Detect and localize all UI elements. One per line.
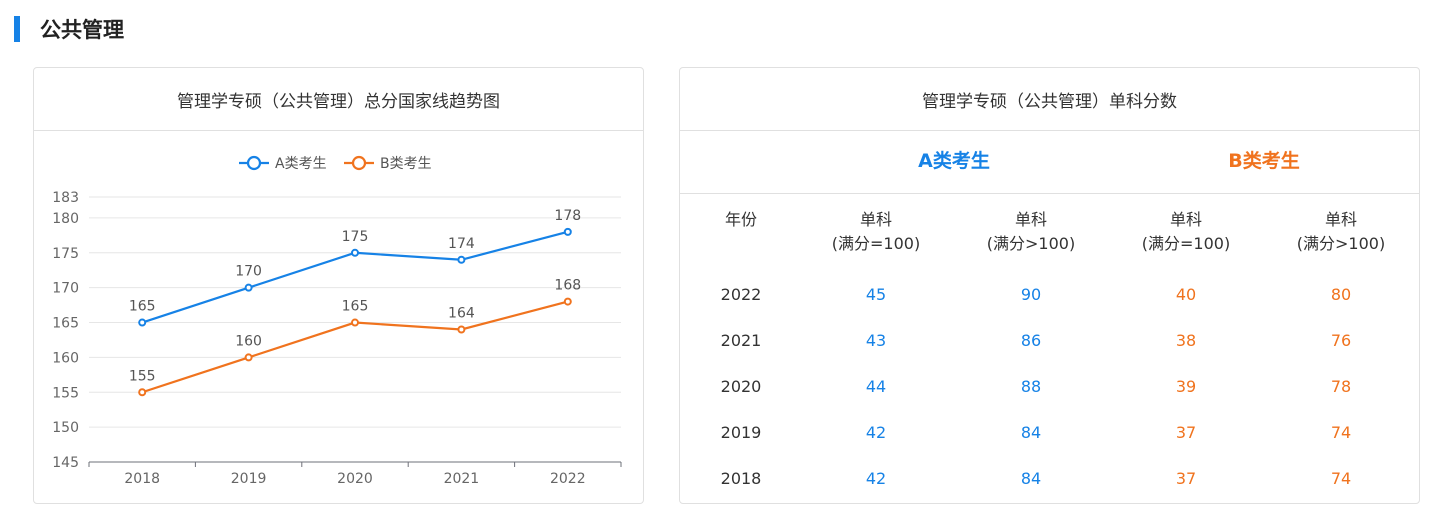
row-year: 2022 — [720, 285, 762, 304]
data-label: 165 — [342, 299, 369, 315]
cell-b-over100: 74 — [1330, 469, 1352, 488]
y-tick-label: 155 — [52, 385, 79, 401]
cell-a-over100: 88 — [1020, 377, 1042, 396]
cell-a-full100: 42 — [865, 423, 887, 442]
year-column-header: 年份 — [724, 210, 757, 229]
y-tick-label: 180 — [52, 211, 79, 227]
cell-a-full100: 43 — [865, 331, 887, 350]
section-accent-bar — [14, 16, 20, 42]
cell-a-over100: 84 — [1020, 469, 1042, 488]
cell-a-over100: 86 — [1020, 331, 1042, 350]
legend-label: A类考生 — [275, 156, 327, 172]
data-point — [351, 318, 359, 327]
y-tick-label: 150 — [52, 420, 79, 436]
y-tick-label: 175 — [52, 246, 79, 262]
cell-b-full100: 37 — [1175, 423, 1197, 442]
y-tick-label: 145 — [52, 455, 79, 471]
cell-a-full100: 44 — [865, 377, 887, 396]
row-year: 2019 — [720, 423, 762, 442]
trend-chart: 145 150 155 160 165 170 175 180 183 2018 2019 2020 2… — [52, 155, 622, 487]
data-label: 164 — [448, 306, 475, 322]
cell-a-full100: 42 — [865, 469, 887, 488]
data-label: 160 — [235, 333, 262, 349]
category-a-label: A类考生 — [918, 150, 990, 172]
cell-a-full100: 45 — [865, 285, 887, 304]
data-label: 165 — [129, 299, 156, 315]
row-year: 2020 — [720, 377, 762, 396]
data-point — [244, 283, 253, 292]
section-title: 公共管理 — [40, 18, 124, 42]
cell-b-over100: 80 — [1330, 285, 1352, 304]
series-line-b — [141, 300, 569, 394]
y-tick-label: 170 — [52, 281, 79, 297]
cell-b-over100: 78 — [1330, 377, 1352, 396]
data-point — [244, 353, 253, 362]
data-label: 174 — [448, 236, 475, 252]
x-tick-label: 2019 — [231, 471, 267, 487]
column-header: 单科 (满分>100) — [986, 210, 1076, 253]
cell-b-full100: 39 — [1175, 377, 1197, 396]
column-header: 单科 (满分=100) — [1141, 210, 1231, 253]
row-year: 2021 — [720, 331, 762, 350]
data-point — [351, 248, 359, 257]
data-label: 168 — [554, 278, 581, 294]
cell-b-over100: 74 — [1330, 423, 1352, 442]
cell-b-full100: 37 — [1175, 469, 1197, 488]
column-header: 单科 (满分=100) — [831, 210, 921, 253]
data-label: 175 — [342, 229, 369, 245]
x-tick-label: 2021 — [444, 471, 480, 487]
legend-label: B类考生 — [380, 156, 432, 172]
cell-b-full100: 40 — [1175, 285, 1197, 304]
category-b-label: B类考生 — [1228, 150, 1300, 172]
section-header: 公共管理 — [14, 14, 124, 44]
data-point — [563, 227, 572, 236]
legend-marker — [351, 155, 367, 171]
cell-b-full100: 38 — [1175, 331, 1197, 350]
x-tick-label: 2022 — [550, 471, 586, 487]
y-tick-label: 165 — [52, 316, 79, 332]
data-point — [457, 325, 466, 334]
trend-chart-title: 管理学专硕（公共管理）总分国家线趋势图 — [34, 68, 643, 131]
data-label: 178 — [554, 208, 581, 224]
legend-marker — [246, 155, 262, 171]
single-subject-title: 管理学专硕（公共管理）单科分数 — [680, 68, 1419, 131]
data-point — [563, 297, 572, 306]
column-header: 单科 (满分>100) — [1296, 210, 1386, 253]
y-tick-label: 183 — [52, 190, 79, 206]
cell-b-over100: 76 — [1330, 331, 1352, 350]
data-label: 170 — [235, 264, 262, 280]
x-tick-label: 2018 — [124, 471, 160, 487]
category-header-row: A类考生 B类考生 — [680, 130, 1419, 194]
data-point — [138, 318, 147, 327]
y-tick-label: 160 — [52, 350, 79, 366]
data-label: 155 — [129, 368, 156, 384]
cell-a-over100: 90 — [1020, 285, 1042, 304]
trend-chart-card: 管理学专硕（公共管理）总分国家线趋势图 145 150 155 160 165 170 17… — [33, 67, 644, 504]
row-year: 2018 — [720, 469, 762, 488]
data-point — [457, 255, 466, 264]
data-point — [138, 388, 147, 397]
single-subject-card: 管理学专硕（公共管理）单科分数 A类考生 B类考生 年份 单科 (满分=100) 单科… — [679, 67, 1420, 504]
x-tick-label: 2020 — [337, 471, 373, 487]
cell-a-over100: 84 — [1020, 423, 1042, 442]
